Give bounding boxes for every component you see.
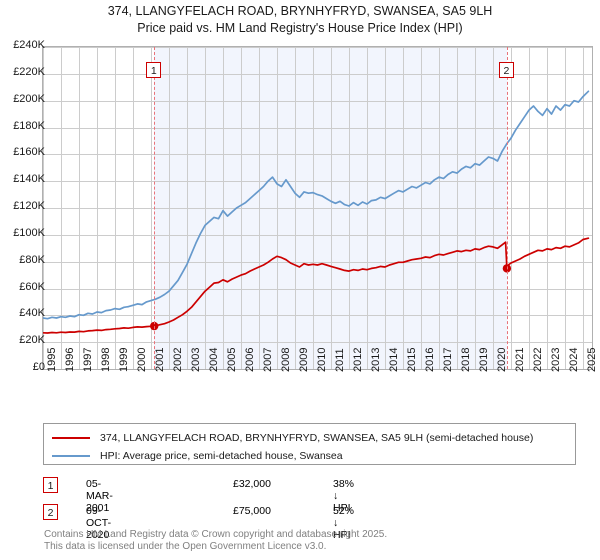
gridline-horizontal — [43, 262, 592, 263]
series-line-0 — [43, 237, 590, 334]
gridline-horizontal — [43, 47, 592, 48]
x-axis-tick-label: 2012 — [352, 347, 364, 372]
gridline-horizontal — [43, 235, 592, 236]
y-axis-tick-label: £0 — [32, 361, 45, 373]
x-axis-tick-label: 2011 — [334, 348, 346, 372]
legend-item-0: 374, LLANGYFELACH ROAD, BRYNHYFRYD, SWAN… — [52, 430, 533, 446]
transaction-date: 05-MAR-2001 — [86, 478, 113, 514]
x-axis-tick-label: 2006 — [244, 347, 256, 372]
y-axis-tick-label: £220K — [13, 65, 45, 78]
x-axis-tick-label: 2009 — [298, 347, 310, 372]
footer-line-2: This data is licensed under the Open Gov… — [44, 541, 327, 552]
y-axis-tick-label: £160K — [13, 146, 45, 159]
transaction-price: £75,000 — [233, 505, 271, 517]
y-axis-tick-label: £120K — [13, 200, 45, 212]
footer-line-1: Contains HM Land Registry data © Crown c… — [44, 529, 388, 540]
x-axis-tick-label: 2000 — [136, 347, 148, 372]
gridline-horizontal — [43, 289, 592, 290]
y-axis-tick-label: £200K — [13, 92, 45, 105]
series-lines — [43, 90, 590, 334]
y-axis-tick-label: £80K — [19, 253, 45, 266]
series-line-1 — [43, 90, 590, 320]
y-axis-tick-label: £100K — [13, 226, 45, 239]
title-line-1: 374, LLANGYFELACH ROAD, BRYNHYFRYD, SWAN… — [107, 4, 493, 18]
transaction-date: 09-OCT-2020 — [86, 505, 112, 541]
x-axis-tick-label: 2018 — [460, 347, 472, 372]
x-axis-tick-label: 2005 — [226, 347, 238, 372]
legend-label: HPI: Average price, semi-detached house,… — [100, 450, 343, 462]
x-axis-tick-label: 2015 — [406, 347, 418, 372]
y-axis-tick-label: £240K — [13, 39, 45, 51]
x-axis-tick-label: 2016 — [424, 347, 436, 372]
y-axis-tick-label: £40K — [19, 307, 45, 320]
x-axis-tick-label: 1995 — [46, 347, 58, 372]
x-axis-tick-label: 1996 — [64, 347, 76, 372]
event-line-1 — [154, 47, 156, 369]
legend-label: 374, LLANGYFELACH ROAD, BRYNHYFRYD, SWAN… — [100, 432, 534, 444]
event-flag-2: 2 — [498, 62, 514, 78]
x-axis-tick-label: 2025 — [586, 347, 598, 372]
y-axis-tick-label: £20K — [19, 334, 45, 347]
page-title: 374, LLANGYFELACH ROAD, BRYNHYFRYD, SWAN… — [0, 3, 600, 37]
footer-attribution: Contains HM Land Registry data © Crown c… — [44, 529, 584, 553]
gridline-horizontal — [43, 74, 592, 75]
gridline-horizontal — [43, 181, 592, 182]
x-axis-tick-label: 2001 — [154, 347, 166, 372]
chart-legend: 374, LLANGYFELACH ROAD, BRYNHYFRYD, SWAN… — [43, 423, 576, 465]
legend-item-1: HPI: Average price, semi-detached house,… — [52, 448, 343, 464]
x-axis-tick-label: 2019 — [478, 347, 490, 372]
x-axis-tick-label: 2003 — [190, 347, 202, 372]
x-axis-tick-label: 2021 — [514, 347, 526, 372]
transaction-hpi-delta: 38% ↓ HPI — [333, 478, 355, 514]
gridline-horizontal — [43, 342, 592, 343]
x-axis-tick-label: 2014 — [388, 347, 400, 372]
gridline-horizontal — [43, 154, 592, 155]
gridline-horizontal — [43, 101, 592, 102]
x-axis-tick-label: 2024 — [568, 347, 580, 372]
x-axis-tick-label: 2022 — [532, 347, 544, 372]
x-axis-tick-label: 2010 — [316, 347, 328, 372]
x-axis-tick-label: 2008 — [280, 347, 292, 372]
transaction-index-badge: 2 — [43, 504, 58, 520]
x-axis-tick-label: 2020 — [496, 347, 508, 372]
event-line-2 — [506, 47, 508, 369]
transaction-point-1 — [150, 321, 159, 331]
transaction-index-badge: 1 — [43, 477, 58, 493]
gridline-horizontal — [43, 315, 592, 316]
x-axis-tick-label: 2004 — [208, 347, 220, 372]
legend-color-swatch — [52, 455, 90, 457]
gridline-horizontal — [43, 208, 592, 209]
title-line-2: Price paid vs. HM Land Registry's House … — [137, 21, 463, 35]
x-axis-tick-label: 2002 — [172, 347, 184, 372]
x-axis-tick-label: 1999 — [118, 347, 130, 372]
transaction-price: £32,000 — [233, 478, 271, 490]
x-axis-tick-label: 2023 — [550, 347, 562, 372]
x-axis-tick-label: 2013 — [370, 347, 382, 372]
y-axis-tick-label: £140K — [13, 173, 45, 186]
x-axis-tick-label: 2007 — [262, 347, 274, 372]
x-axis-tick-label: 1997 — [82, 347, 94, 372]
x-axis-tick-label: 2017 — [442, 347, 454, 372]
gridline-horizontal — [43, 128, 592, 129]
y-axis-tick-label: £180K — [13, 119, 45, 132]
event-flag-1: 1 — [146, 62, 162, 78]
legend-color-swatch — [52, 437, 90, 439]
transaction-hpi-delta: 52% ↓ HPI — [333, 505, 355, 541]
y-axis-tick-label: £60K — [19, 280, 45, 293]
x-axis-tick-label: 1998 — [100, 347, 112, 372]
price-chart-plot — [42, 46, 593, 370]
